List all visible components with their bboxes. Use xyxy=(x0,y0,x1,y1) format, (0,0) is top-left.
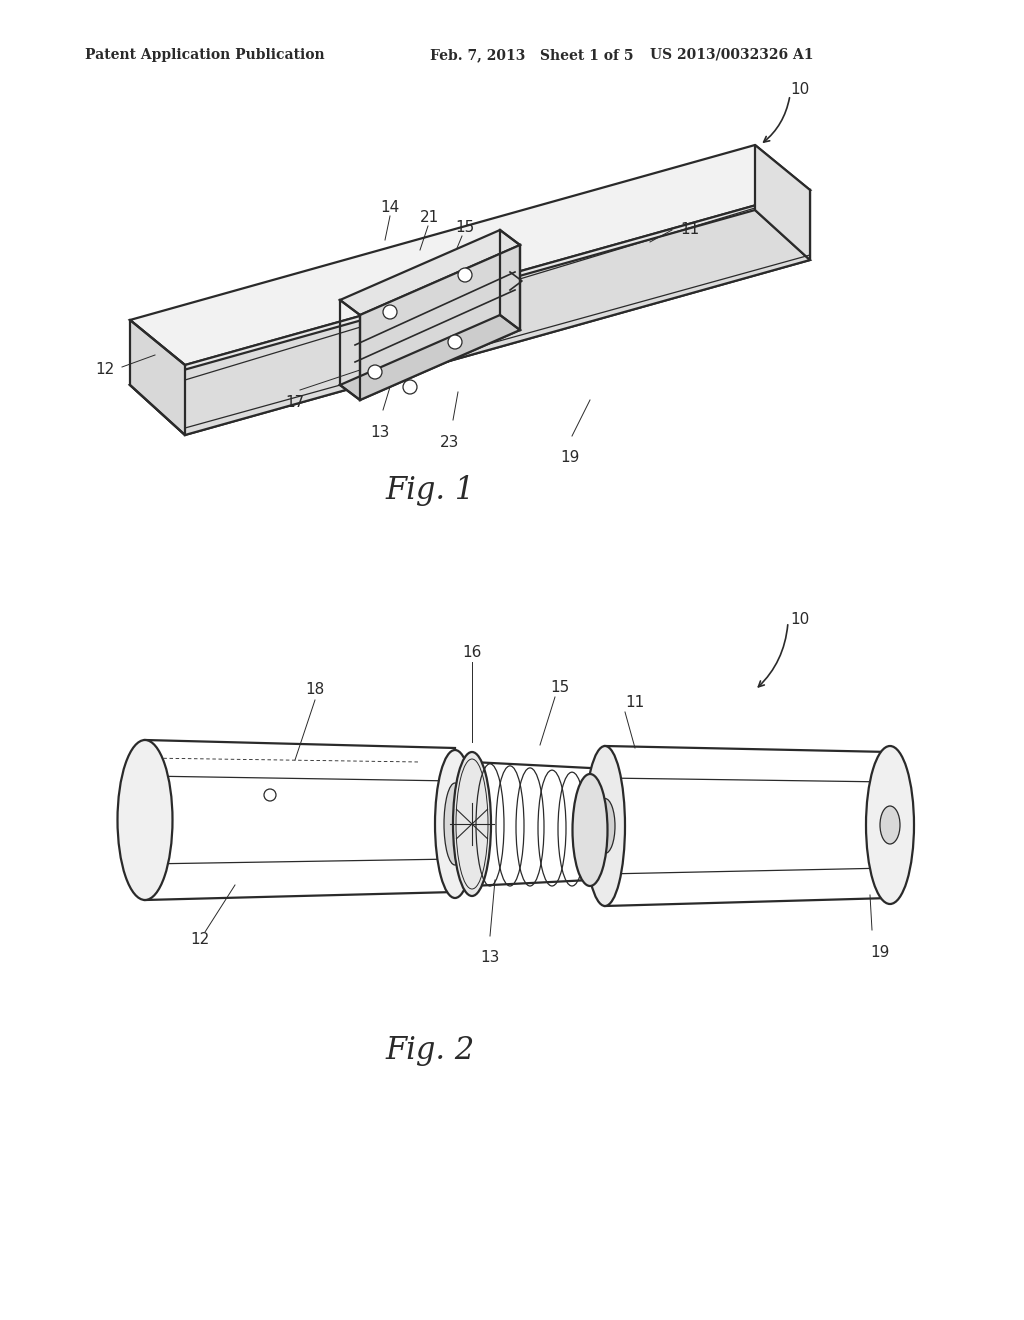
Text: 12: 12 xyxy=(190,932,210,948)
Circle shape xyxy=(368,366,382,379)
Text: 19: 19 xyxy=(870,945,890,960)
Text: 18: 18 xyxy=(305,682,325,697)
Text: Feb. 7, 2013   Sheet 1 of 5: Feb. 7, 2013 Sheet 1 of 5 xyxy=(430,48,634,62)
Text: 10: 10 xyxy=(790,82,809,98)
Polygon shape xyxy=(130,210,810,436)
Polygon shape xyxy=(755,145,810,260)
Ellipse shape xyxy=(453,752,490,896)
Text: 11: 11 xyxy=(625,696,644,710)
Text: 13: 13 xyxy=(480,950,500,965)
Polygon shape xyxy=(130,319,185,436)
Polygon shape xyxy=(360,246,520,400)
Circle shape xyxy=(383,305,397,319)
Polygon shape xyxy=(130,145,810,366)
Text: 15: 15 xyxy=(550,680,569,696)
Text: 16: 16 xyxy=(462,645,481,660)
Circle shape xyxy=(449,335,462,348)
Text: 13: 13 xyxy=(371,425,390,440)
Ellipse shape xyxy=(444,783,466,865)
Text: 14: 14 xyxy=(380,201,399,215)
Circle shape xyxy=(264,789,276,801)
Text: Patent Application Publication: Patent Application Publication xyxy=(85,48,325,62)
Text: 23: 23 xyxy=(440,436,460,450)
Text: 21: 21 xyxy=(420,210,439,224)
Polygon shape xyxy=(340,230,520,315)
Text: 15: 15 xyxy=(455,220,474,235)
Text: 17: 17 xyxy=(286,395,304,411)
Text: 12: 12 xyxy=(96,363,115,378)
Ellipse shape xyxy=(866,746,914,904)
Ellipse shape xyxy=(585,746,625,906)
Ellipse shape xyxy=(435,750,475,898)
Text: 19: 19 xyxy=(560,450,580,465)
Circle shape xyxy=(458,268,472,282)
Polygon shape xyxy=(185,190,810,436)
Text: Fig. 1: Fig. 1 xyxy=(385,475,475,506)
Text: 10: 10 xyxy=(790,612,809,627)
Polygon shape xyxy=(340,315,520,400)
Ellipse shape xyxy=(880,807,900,843)
Ellipse shape xyxy=(572,774,607,886)
Text: 11: 11 xyxy=(680,223,699,238)
Text: Fig. 2: Fig. 2 xyxy=(385,1035,475,1067)
Ellipse shape xyxy=(118,741,172,900)
Circle shape xyxy=(403,380,417,393)
Text: US 2013/0032326 A1: US 2013/0032326 A1 xyxy=(650,48,813,62)
Ellipse shape xyxy=(595,799,615,854)
